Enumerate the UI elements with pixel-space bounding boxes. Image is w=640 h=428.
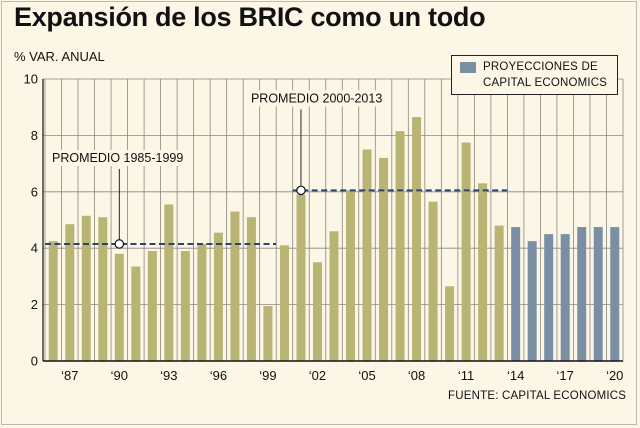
source-note: FUENTE: CAPITAL ECONOMICS	[448, 390, 627, 402]
bar	[279, 245, 289, 361]
bar	[395, 131, 405, 361]
y-axis-label: % VAR. ANUAL	[14, 49, 105, 64]
x-tick-label: ‘99	[259, 368, 276, 383]
bar	[478, 183, 488, 361]
bar	[147, 251, 157, 361]
bar	[445, 286, 455, 361]
bar	[246, 217, 256, 361]
bar	[428, 201, 438, 361]
x-tick-label: ‘11	[458, 368, 474, 383]
bar-projection	[527, 241, 537, 361]
bar	[98, 217, 108, 361]
x-tick-label: ‘87	[61, 368, 78, 383]
y-tick-label: 8	[31, 128, 38, 143]
bar	[197, 243, 207, 361]
average-lines: PROMEDIO 1985-1999 PROMEDIO 2000-2013	[45, 90, 508, 249]
legend-swatch-projection	[460, 62, 476, 73]
average-marker	[296, 185, 306, 196]
bar	[65, 224, 75, 361]
bar-projection	[511, 227, 521, 361]
bar-projection	[593, 227, 603, 361]
x-tick-label: ‘17	[557, 368, 574, 383]
x-tick-label: ‘05	[358, 368, 375, 383]
bars	[48, 117, 620, 361]
x-tick-label: ‘93	[160, 368, 177, 383]
grid-lines	[43, 78, 624, 362]
legend-label: PROYECCIONES DE CAPITAL ECONOMICS	[483, 61, 608, 89]
bar	[114, 253, 124, 361]
y-tick-label: 10	[24, 72, 38, 87]
bar	[213, 232, 223, 361]
average-label: PROMEDIO 2000-2013	[251, 91, 382, 105]
y-tick-label: 6	[31, 184, 38, 199]
axes: 0 2 4 6 8 10 ‘87 ‘90 ‘93 ‘96 ‘99 ‘02 ‘05 ‘08 ‘11 ‘14 ‘17…	[24, 72, 624, 384]
bar-projection	[560, 234, 570, 361]
bar	[164, 204, 174, 361]
bar-projection	[610, 227, 620, 361]
x-tick-label: ‘96	[210, 368, 227, 383]
bar	[296, 194, 306, 361]
legend: PROYECCIONES DE CAPITAL ECONOMICS	[451, 55, 618, 95]
y-tick-label: 0	[31, 354, 38, 369]
x-tick-label: ‘14	[507, 368, 524, 383]
chart-title: Expansión de los BRIC como un todo	[14, 2, 486, 32]
average-label-background	[49, 149, 187, 166]
bar	[48, 241, 58, 361]
average-marker	[114, 239, 125, 249]
bar	[379, 157, 389, 361]
x-tick-label: ‘08	[408, 368, 425, 383]
bar	[461, 142, 471, 361]
bar	[412, 117, 422, 361]
y-tick-label: 2	[31, 297, 38, 312]
bar	[131, 266, 141, 361]
bar-projection	[577, 227, 587, 361]
average-label: PROMEDIO 1985-1999	[52, 151, 183, 165]
y-tick-label: 4	[31, 241, 38, 256]
bar	[230, 211, 240, 361]
x-tick-label: ‘20	[606, 368, 623, 383]
x-tick-label: ‘02	[309, 368, 326, 383]
bar	[81, 215, 91, 361]
bar-projection	[544, 234, 554, 361]
bar	[329, 231, 339, 361]
bar	[263, 306, 273, 361]
x-tick-label: ‘90	[111, 368, 128, 383]
bar	[346, 190, 356, 361]
bar	[494, 225, 504, 361]
average-label-background	[247, 90, 386, 107]
bar	[362, 149, 372, 361]
bar	[180, 251, 190, 361]
bar	[312, 262, 322, 361]
